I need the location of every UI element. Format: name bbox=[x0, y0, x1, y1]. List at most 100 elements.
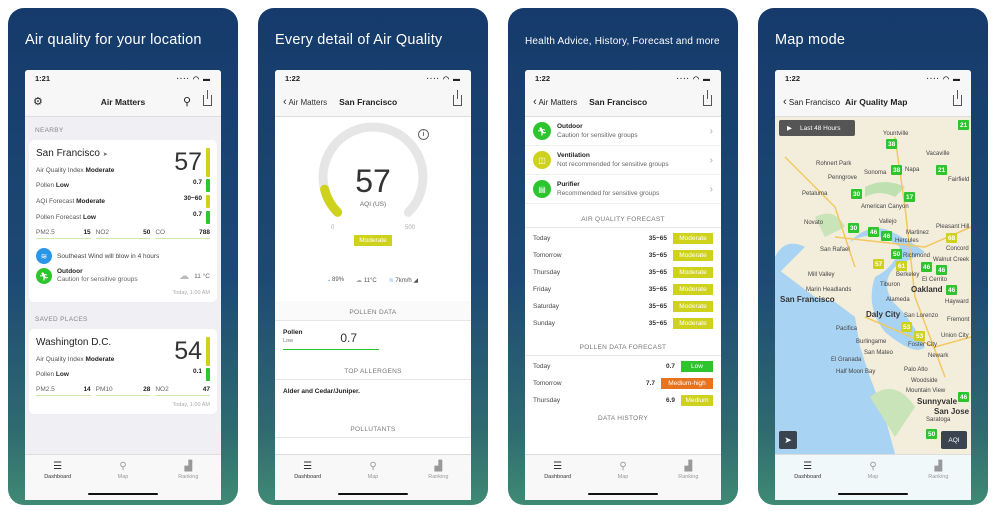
aqi-marker[interactable]: 46 bbox=[958, 392, 970, 402]
back-button[interactable]: ‹ Air Matters bbox=[283, 95, 328, 108]
map-place-label: San Mateo bbox=[864, 350, 894, 356]
tab-map[interactable]: ⚲ Map bbox=[840, 455, 905, 500]
aqi-marker[interactable]: 46 bbox=[881, 231, 893, 241]
aqi-marker[interactable]: 46 bbox=[868, 227, 880, 237]
pollen-level: Low bbox=[55, 370, 69, 378]
level-badge: Moderate bbox=[673, 267, 713, 278]
advice-item-purifier[interactable]: ▤ Purifier Recommended for sensitive group… bbox=[525, 175, 721, 204]
aqi-marker[interactable]: 46 bbox=[921, 262, 933, 272]
map-pin-icon: ⚲ bbox=[119, 461, 127, 472]
pollutant-item: NO2 47 bbox=[155, 386, 211, 396]
advice-item-outdoor[interactable]: 🏃︎ Outdoor Caution for sensitive groups › bbox=[525, 117, 721, 146]
back-button[interactable]: ‹ Air Matters bbox=[533, 95, 578, 108]
advice-item-ventilation[interactable]: ◫ Ventilation Not recommended for sensitiv… bbox=[525, 146, 721, 175]
aqi-marker[interactable]: 21 bbox=[958, 120, 970, 130]
panel-caption: Map mode bbox=[775, 32, 846, 48]
screenshot-panel-detail: Every detail of Air Quality 1:22 ···· ◠ ▬… bbox=[258, 8, 488, 505]
tab-dashboard[interactable]: ☰ Dashboard bbox=[25, 455, 90, 500]
level-badge: Moderate bbox=[673, 250, 713, 261]
aqi-marker[interactable]: 53 bbox=[901, 322, 913, 332]
map-place-label: Rohnert Park bbox=[816, 161, 852, 167]
tab-ranking[interactable]: ▟ Ranking bbox=[906, 455, 971, 500]
bar-chart-icon: ▟ bbox=[934, 461, 943, 472]
aqi-marker[interactable]: 68 bbox=[946, 233, 958, 243]
wind-direction-icon: ◢ bbox=[413, 277, 419, 284]
share-icon[interactable] bbox=[453, 90, 462, 106]
info-icon[interactable]: i bbox=[418, 129, 429, 140]
tab-ranking[interactable]: ▟ Ranking bbox=[156, 455, 221, 500]
tab-dashboard[interactable]: ☰ Dashboard bbox=[275, 455, 340, 500]
map-place-label: Oakland bbox=[911, 285, 943, 294]
pollutant-list: PM2.5 15 NO2 50 CO 788 bbox=[36, 229, 211, 239]
aq-forecast-list: Today 35~65 Moderate Tomorrow 35~65 Moderate T… bbox=[525, 228, 721, 332]
locate-me-button[interactable]: ➤ bbox=[779, 431, 797, 449]
pollen-reading: Pollen Low 0.7 bbox=[283, 321, 379, 350]
section-header-pollutants: POLLUTANTS bbox=[275, 418, 471, 438]
tab-dashboard[interactable]: ☰ Dashboard bbox=[775, 455, 840, 500]
aqi-marker[interactable]: 17 bbox=[904, 192, 916, 202]
tab-ranking[interactable]: ▟ Ranking bbox=[656, 455, 721, 500]
aqi-marker[interactable]: 38 bbox=[891, 165, 903, 175]
bar-chart-icon: ▟ bbox=[184, 461, 193, 472]
level-badge: Low bbox=[681, 361, 713, 372]
tab-ranking[interactable]: ▟ Ranking bbox=[406, 455, 471, 500]
aqi-layer-button[interactable]: AQI bbox=[941, 431, 967, 449]
map-place-label: Palo Alto bbox=[904, 367, 928, 373]
share-icon[interactable] bbox=[953, 90, 962, 106]
aqi-value: 54 bbox=[174, 337, 202, 365]
pollen-label: Pollen bbox=[36, 181, 55, 189]
panel-caption: Air quality for your location bbox=[25, 32, 202, 48]
tab-map[interactable]: ⚲ Map bbox=[590, 455, 655, 500]
map-place-label: Napa bbox=[905, 167, 920, 173]
rain-cloud-icon: ☁ bbox=[179, 270, 190, 282]
aqi-marker[interactable]: 21 bbox=[936, 165, 948, 175]
tab-map[interactable]: ⚲ Map bbox=[340, 455, 405, 500]
chevron-left-icon: ‹ bbox=[533, 95, 537, 108]
aqi-marker[interactable]: 38 bbox=[886, 139, 898, 149]
running-icon: 🏃︎ bbox=[533, 122, 551, 140]
aqi-marker[interactable]: 61 bbox=[896, 261, 908, 271]
forecast-row: Saturday 35~65 Moderate bbox=[525, 298, 721, 315]
search-icon[interactable]: ⚲ bbox=[182, 96, 191, 108]
aqi-marker[interactable]: 50 bbox=[926, 429, 938, 439]
back-button[interactable]: ‹ San Francisco bbox=[783, 95, 841, 108]
aqi-forecast-level: Moderate bbox=[76, 197, 106, 205]
section-header-aq-forecast: AIR QUALITY FORECAST bbox=[525, 208, 721, 228]
tab-map[interactable]: ⚲ Map bbox=[90, 455, 155, 500]
status-bar: 1:22 ···· ◠ ▬ bbox=[525, 70, 721, 87]
status-bar: 1:22 ···· ◠ ▬ bbox=[775, 70, 971, 87]
map-place-label: Vallejo bbox=[879, 219, 897, 225]
map-place-label: Pleasant Hill bbox=[936, 224, 970, 230]
section-header-pollen-forecast: POLLEN DATA FORECAST bbox=[525, 336, 721, 356]
chevron-right-icon: › bbox=[709, 125, 713, 137]
aqi-marker[interactable]: 46 bbox=[946, 285, 958, 295]
tab-dashboard[interactable]: ☰ Dashboard bbox=[525, 455, 590, 500]
aqi-marker[interactable]: 46 bbox=[936, 265, 948, 275]
nav-bar: ⚙ Air Matters ⚲ bbox=[25, 87, 221, 117]
status-time: 1:22 bbox=[535, 74, 551, 83]
map-place-label: Saratoga bbox=[926, 417, 951, 423]
map-place-label: American Canyon bbox=[861, 204, 909, 210]
location-arrow-icon: ➤ bbox=[784, 434, 792, 445]
settings-icon[interactable]: ⚙ bbox=[33, 96, 43, 108]
share-icon[interactable] bbox=[703, 90, 712, 106]
aqi-label: Air Quality Index bbox=[36, 166, 84, 174]
wind-notice: ≋ Southeast Wind will blow in 4 hours bbox=[36, 248, 210, 264]
share-icon[interactable] bbox=[203, 90, 212, 106]
location-card-san-francisco[interactable]: San Francisco ➤ Air Quality Index Modera… bbox=[29, 140, 217, 302]
pollen-label: Pollen bbox=[36, 370, 55, 378]
aqi-gauge: i 57 AQI (US) 0 500 Moderate bbox=[275, 117, 471, 265]
location-card-washington[interactable]: Washington D.C. Air Quality Index Modera… bbox=[29, 329, 217, 414]
air-quality-map[interactable]: ▶ Last 48 Hours ➤ AQI 21 38 38 21 30 17 30 46 46 6… bbox=[775, 117, 971, 454]
map-place-label: Sunnyvale bbox=[917, 397, 958, 406]
map-place-label: San Francisco bbox=[780, 295, 835, 304]
outdoor-advice: 🏃︎ Outdoor Caution for sensitive groups ☁ 11… bbox=[36, 268, 210, 284]
map-place-label: Martinez bbox=[906, 230, 930, 236]
aqi-marker[interactable]: 30 bbox=[848, 223, 860, 233]
aqi-marker[interactable]: 53 bbox=[914, 331, 926, 341]
tab-bar: ☰ Dashboard ⚲ Map ▟ Ranking bbox=[525, 454, 721, 500]
aqi-marker[interactable]: 57 bbox=[873, 259, 885, 269]
aqi-marker[interactable]: 30 bbox=[851, 189, 863, 199]
play-history-button[interactable]: ▶ Last 48 Hours bbox=[779, 120, 855, 136]
aqi-marker[interactable]: 50 bbox=[891, 249, 903, 259]
